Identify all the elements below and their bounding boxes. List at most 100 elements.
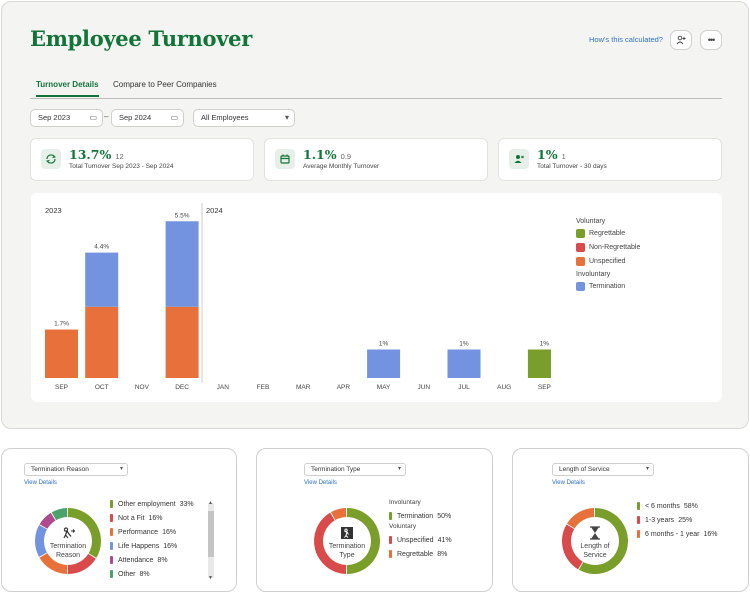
donut-slice[interactable] <box>566 508 595 529</box>
breakdown-item: Unspecified 41% <box>389 533 452 547</box>
donut-svg: Termination Reason <box>35 508 101 574</box>
view-details-link[interactable]: View Details <box>552 480 585 486</box>
legend-swatch <box>576 229 585 238</box>
chevron-down-icon: ▾ <box>119 466 123 472</box>
breakdown-percent: 16% <box>703 530 718 538</box>
tab-turnover-details[interactable]: Turnover Details <box>36 80 99 97</box>
page-title: Employee Turnover <box>30 26 252 51</box>
breakdown-percent: 58% <box>683 502 698 510</box>
x-tick-label: JAN <box>217 384 230 391</box>
chevron-down-icon: ▾ <box>397 466 401 472</box>
termination-type-select[interactable]: Termination Type ▾ <box>304 463 406 476</box>
breakdown-label: Regrettable <box>397 550 434 558</box>
breakdown-item: Not a Fit 16% <box>110 511 194 525</box>
legend-swatch <box>576 243 585 252</box>
breakdown-color-marker <box>389 512 392 520</box>
donut-slice[interactable] <box>346 508 380 574</box>
legend-label: Non-Regrettable <box>589 244 641 251</box>
breakdown-item: Termination 50% <box>389 509 452 523</box>
breakdown-label: 6 months - 1 year <box>645 530 700 538</box>
breakdown-percent: 50% <box>437 512 452 520</box>
length-of-service-select[interactable]: Length of Service ▾ <box>552 463 654 476</box>
bar-total-label: 4.4% <box>94 244 109 251</box>
turnover-bar-chart: 2023 2024 1.7% SEP 4.4% OCT NOV 5.5% DEC JAN FEB MA… <box>45 203 551 391</box>
donut-slice[interactable] <box>562 524 583 570</box>
breakdown-color-marker <box>389 536 392 544</box>
termination-type-list: Involuntary Termination 50% Voluntary Unspec… <box>389 499 452 561</box>
donut-center-label: Reason <box>56 552 80 559</box>
bar-segment <box>447 349 481 378</box>
view-details-link[interactable]: View Details <box>304 480 337 486</box>
breakdown-item: Attendance 8% <box>110 553 194 567</box>
scroll-down-icon[interactable]: ▼ <box>208 575 213 581</box>
more-options-button[interactable]: ••• <box>700 30 722 50</box>
breakdown-percent: 8% <box>157 556 168 564</box>
legend-swatch <box>576 257 585 266</box>
x-tick-label: SEP <box>55 384 68 391</box>
breakdown-group-title: Involuntary <box>389 499 421 506</box>
legend-item: Regrettable <box>576 229 640 238</box>
list-scrollbar[interactable]: ▲ ▼ <box>208 500 214 581</box>
termination-type-donut: Termination Type <box>307 501 387 586</box>
scrollbar-thumb[interactable] <box>208 511 214 557</box>
donut-slice[interactable] <box>39 512 56 529</box>
bar-total-label: 1% <box>540 341 550 348</box>
calendar-icon: ▭ <box>170 113 178 122</box>
date-separator: – <box>104 112 109 121</box>
length-of-service-list: < 6 months 58% 1-3 years 25% 6 months - 1 ye… <box>637 499 717 541</box>
card-value: 1% 1 <box>537 147 566 162</box>
calendar-icon: ▭ <box>89 113 97 122</box>
donut-slice[interactable] <box>35 525 47 557</box>
donut-slice[interactable] <box>68 508 101 558</box>
donut-slice[interactable] <box>51 508 68 521</box>
more-horizontal-icon: ••• <box>707 35 716 45</box>
end-date-picker[interactable]: Sep 2024 ▭ <box>111 109 184 127</box>
bar-segment <box>85 252 119 307</box>
bar-segment <box>367 349 401 378</box>
bar-total-label: 5.5% <box>175 212 190 219</box>
view-details-link[interactable]: View Details <box>24 480 57 486</box>
breakdown-percent: 25% <box>678 516 693 524</box>
add-person-icon <box>676 35 686 45</box>
donut-slice[interactable] <box>330 508 347 521</box>
termination-reason-card: Termination Reason ▾ View Details Termin… <box>1 448 237 592</box>
termination-reason-list: Other employment 33% Not a Fit 16% Performan… <box>110 497 194 579</box>
tab-compare-peers[interactable]: Compare to Peer Companies <box>113 80 217 89</box>
breakdown-item: Other 8% <box>110 567 194 579</box>
breakdown-label: Termination <box>397 512 434 520</box>
select-value: Termination Reason <box>31 466 89 473</box>
bar-segment <box>527 349 551 378</box>
x-tick-label: NOV <box>135 384 150 391</box>
x-tick-label: SEP <box>538 384 551 391</box>
breakdown-item: Life Happens 16% <box>110 539 194 553</box>
employees-select[interactable]: All Employees ▾ <box>193 109 295 127</box>
breakdown-label: Life Happens <box>118 542 160 550</box>
donut-slice[interactable] <box>314 512 347 574</box>
donut-slice[interactable] <box>39 553 68 574</box>
legend-swatch <box>576 282 585 291</box>
legend-item: Unspecified <box>576 257 640 266</box>
bar-total-label: 1% <box>379 341 389 348</box>
bar-segment <box>45 329 78 378</box>
breakdown-color-marker <box>110 528 113 536</box>
x-tick-label: APR <box>337 384 351 391</box>
card-value: 1.1% 0.9 <box>303 147 352 162</box>
add-user-button[interactable] <box>670 30 692 50</box>
x-tick-label: FEB <box>257 384 270 391</box>
breakdown-label: Attendance <box>118 556 154 564</box>
donut-slice[interactable] <box>67 553 96 574</box>
start-date-value: Sep 2023 <box>38 113 71 122</box>
scroll-up-icon[interactable]: ▲ <box>208 500 213 506</box>
termination-reason-select[interactable]: Termination Reason ▾ <box>24 463 128 476</box>
donut-center-label: Service <box>583 552 606 559</box>
bar-segment <box>165 221 199 307</box>
breakdown-color-marker <box>110 500 113 508</box>
how-calculated-link[interactable]: How's this calculated? <box>589 35 663 44</box>
card-count: 12 <box>115 152 124 161</box>
breakdown-color-marker <box>637 502 640 510</box>
employees-select-value: All Employees <box>201 113 249 122</box>
breakdown-color-marker <box>110 570 113 578</box>
donut-slice[interactable] <box>578 508 628 574</box>
start-date-picker[interactable]: Sep 2023 ▭ <box>30 109 103 127</box>
year-label: 2024 <box>206 206 223 215</box>
